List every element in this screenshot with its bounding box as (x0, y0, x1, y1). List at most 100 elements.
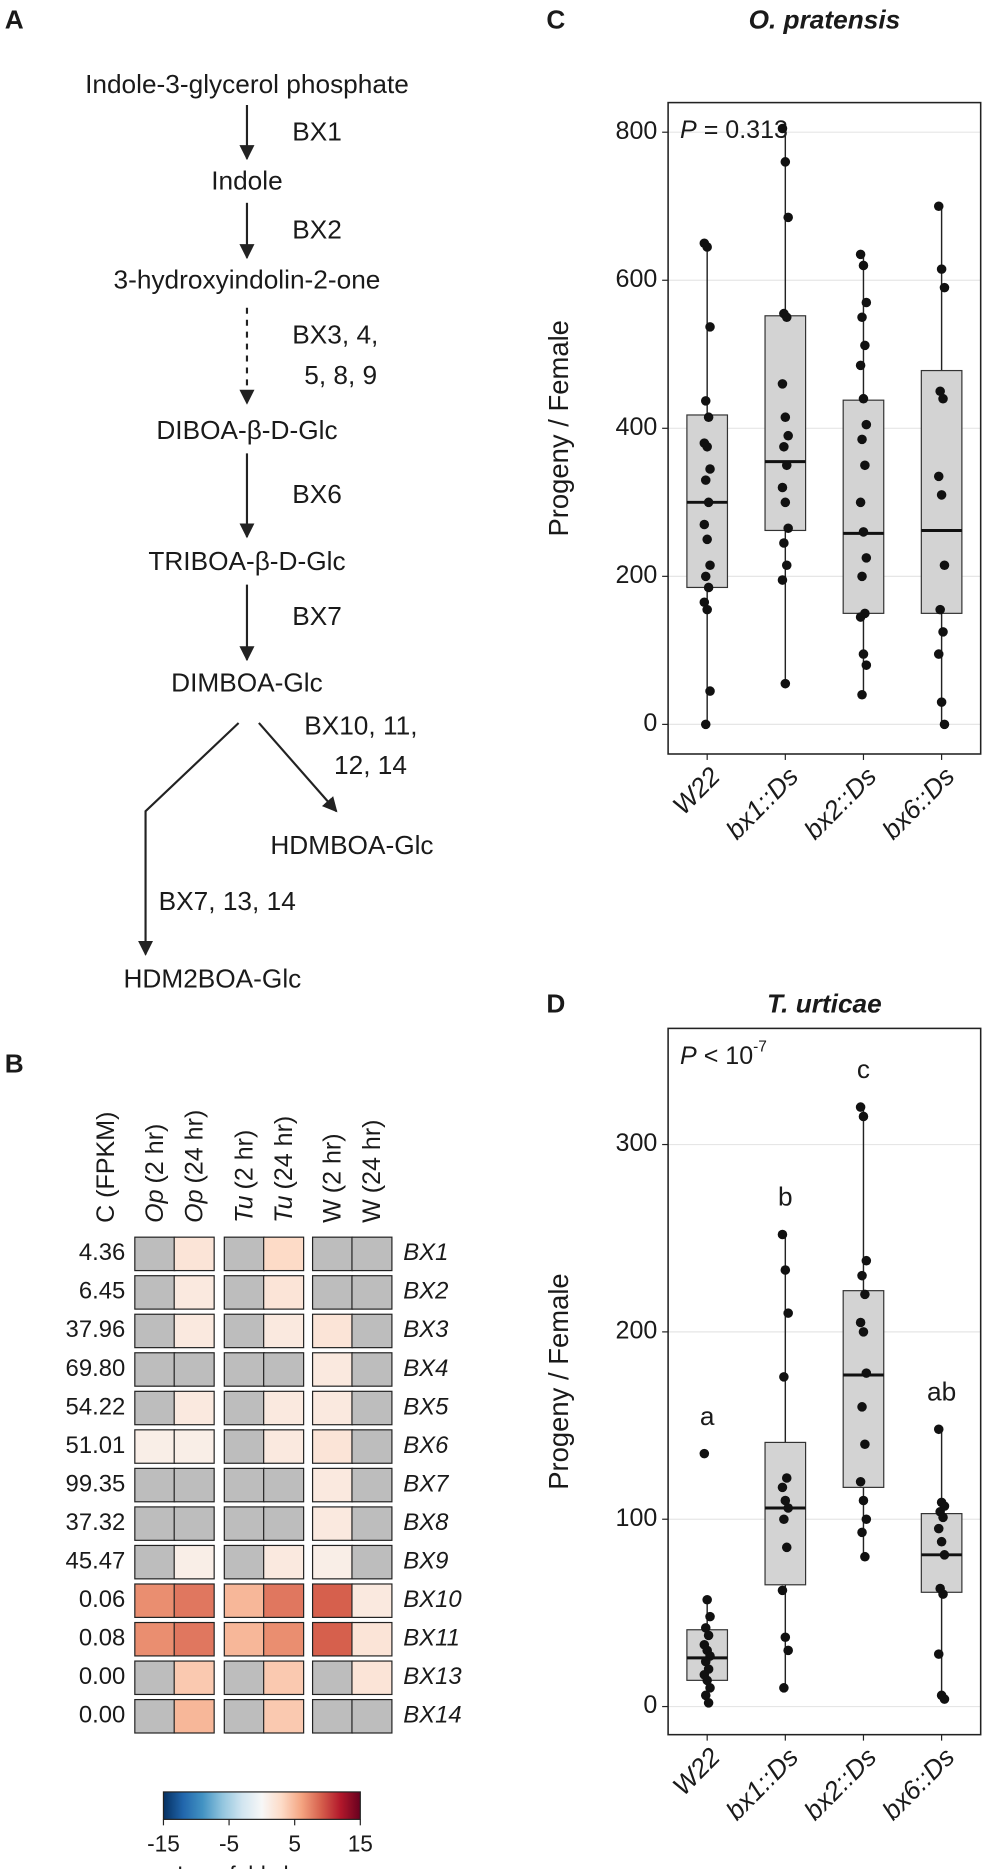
row-label: BX7 (403, 1470, 449, 1497)
heatmap-cell (173, 1544, 215, 1580)
box (842, 399, 885, 614)
heatmap-cell (173, 1621, 215, 1657)
heatmap-cell (173, 1429, 215, 1464)
node: HDM2BOA-Glc (123, 964, 301, 994)
colorbar-label: Log2 fold change (177, 1862, 346, 1869)
node: 3-hydroxyindolin-2-one (114, 264, 381, 294)
data-point (705, 1611, 715, 1622)
data-point (779, 1372, 789, 1382)
node: HDMBOA-Glc (270, 830, 433, 860)
p-value-part: -7 (753, 1039, 767, 1056)
data-point (700, 1656, 711, 1667)
colorbar-tick-label: 15 (348, 1831, 373, 1857)
row-label: BX9 (403, 1547, 448, 1574)
heatmap-cell (311, 1467, 354, 1503)
x-tick-label: W22 (667, 1741, 727, 1801)
row-label: BX14 (403, 1702, 461, 1729)
data-point (780, 1495, 791, 1506)
heatmap-cell (134, 1236, 176, 1272)
edge-label: BX2 (292, 214, 342, 244)
p-value-part: P (680, 1042, 697, 1070)
heatmap-cell (134, 1660, 176, 1696)
heatmap-cell (351, 1506, 393, 1541)
heatmap-cell (311, 1275, 354, 1310)
data-point (933, 201, 944, 212)
data-point (702, 1675, 712, 1686)
heatmap-cell (173, 1275, 215, 1310)
heatmap-cell (311, 1429, 354, 1464)
data-point (855, 1317, 866, 1328)
fpkm-value: 37.32 (66, 1509, 126, 1536)
data-point (700, 719, 711, 730)
y-tick-label: 600 (616, 265, 658, 293)
data-point (858, 1111, 869, 1122)
column-label: Op (2 hr) (141, 1124, 169, 1223)
data-point (939, 1694, 950, 1704)
edge-label: BX7 (292, 601, 342, 631)
heatmap-cell (263, 1352, 305, 1387)
colorbar (162, 1791, 361, 1820)
data-point (855, 1102, 866, 1112)
x-tick-label: bx1::Ds (720, 761, 804, 845)
row-label: BX13 (403, 1663, 462, 1690)
y-tick-label: 400 (616, 413, 658, 441)
significance-letter: c (857, 1054, 870, 1084)
data-point (933, 1424, 944, 1435)
node: TRIBOA-β-D-Glc (148, 546, 345, 576)
data-point (702, 242, 712, 252)
heatmap-cell (311, 1660, 354, 1696)
data-point (777, 379, 788, 389)
node: DIMBOA-Glc (171, 668, 323, 698)
panel-label: B (5, 1048, 24, 1078)
data-point (933, 1649, 944, 1659)
heatmap-cell (263, 1236, 305, 1272)
p-value-part: P (680, 116, 697, 144)
plot-frame (667, 101, 982, 755)
data-point (933, 1523, 944, 1534)
fpkm-value: 99.35 (66, 1470, 126, 1497)
data-point (936, 1536, 947, 1547)
data-point (860, 1289, 870, 1300)
x-tick-label: W22 (667, 761, 727, 821)
heatmap-cell (263, 1429, 305, 1464)
heatmap-cell (311, 1621, 354, 1657)
pathway-diagram: A Indole-3-glycerol phosphate Indole 3-h… (5, 4, 434, 993)
edge-label: BX6 (292, 479, 342, 509)
heatmap-cell (351, 1621, 393, 1657)
data-point (857, 1270, 867, 1281)
edge-label: 12, 14 (334, 750, 407, 780)
y-tick-label: 300 (616, 1129, 658, 1157)
data-point (861, 553, 872, 563)
data-point (933, 649, 944, 659)
colorbar-tick-label: -5 (219, 1831, 239, 1857)
data-point (700, 1623, 711, 1633)
node: DIBOA-β-D-Glc (156, 415, 337, 445)
panel-label: A (5, 4, 24, 34)
data-point (700, 475, 711, 485)
data-point (779, 1683, 789, 1693)
heatmap-cell (134, 1698, 176, 1734)
data-point (703, 412, 714, 422)
fpkm-value: 6.45 (79, 1278, 125, 1305)
data-point (855, 1476, 866, 1487)
heatmap-cell (223, 1506, 265, 1541)
data-point (938, 1589, 948, 1599)
column-label-part: (2 hr) (230, 1130, 258, 1190)
heatmap-cell (134, 1352, 176, 1387)
heatmap-cell (134, 1621, 176, 1657)
column-label: W (24 hr) (358, 1119, 386, 1222)
data-point (936, 697, 947, 707)
data-point (861, 660, 872, 670)
row-label: BX3 (403, 1316, 449, 1343)
column-label-part: W (318, 1199, 346, 1223)
data-point (858, 393, 869, 404)
p-value: P < 10-7 (680, 1039, 767, 1070)
edge-label: BX7, 13, 14 (159, 886, 296, 916)
p-value-part: = 0.313 (697, 116, 788, 144)
data-point (705, 560, 715, 571)
x-tick-label: bx1::Ds (720, 1742, 804, 1826)
heatmap-cell (134, 1275, 176, 1310)
data-point (700, 1690, 711, 1701)
data-point (781, 560, 792, 571)
heatmap-cell (311, 1583, 354, 1618)
